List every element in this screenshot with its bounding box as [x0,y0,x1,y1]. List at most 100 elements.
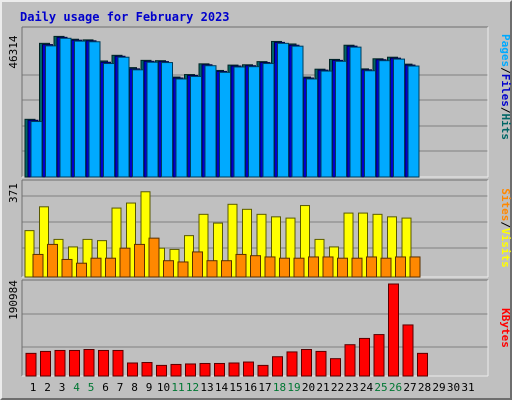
x-tick-label: 22 [331,381,344,394]
panel-2-legend: Sites/Visits [499,188,512,268]
sites-bar [76,262,87,278]
x-tick-label: 9 [146,381,153,394]
kbytes-bar [25,352,37,377]
kbytes-bar [330,358,341,377]
pages-bar [248,66,260,178]
pages-bar [219,71,231,178]
x-tick-label: 27 [403,381,416,394]
visits-bar [198,213,209,278]
pages-bar [277,42,289,178]
legend-item: / [499,107,512,114]
pages-bar [364,70,376,178]
kbytes-bar [98,349,109,377]
legend-item: / [499,221,512,228]
x-tick-label: 8 [131,381,138,394]
sites-bar [61,258,73,278]
pages-bar [117,56,130,178]
visits-bar [401,217,412,278]
sites-bar [395,256,406,278]
sites-bar [351,257,363,278]
sites-bar [221,260,232,278]
x-tick-label: 12 [186,381,199,394]
x-tick-label: 20 [302,381,315,394]
legend-item: Pages [499,34,512,67]
panel-1-legend: Pages/Files/Hits [499,34,512,140]
x-tick-label: 4 [73,381,80,394]
x-tick-label: 5 [88,381,95,394]
x-tick-label: 31 [461,381,474,394]
pages-bar [378,60,391,178]
sites-bar [337,257,348,278]
pages-bar [335,60,347,178]
pages-bar [30,121,43,178]
visits-bar [256,213,267,278]
sites-bar [250,255,261,278]
sites-bar [119,247,131,278]
legend-item: Hits [499,114,512,141]
visits-bar [227,203,238,278]
x-tick-label: 6 [102,381,109,394]
x-tick-label: 15 [229,381,242,394]
pages-bar [291,45,304,178]
x-tick-label: 14 [215,381,229,394]
sites-bar [322,256,334,278]
x-tick-label: 17 [258,381,271,394]
sites-bar [206,260,218,278]
sites-bar [366,256,377,278]
sites-bar [134,243,145,278]
x-tick-label: 24 [360,381,374,394]
pages-bar [190,75,202,178]
pages-bar [88,41,101,178]
pages-bar [262,63,275,178]
x-tick-label: 18 [273,381,286,394]
x-tick-label: 29 [432,381,445,394]
pages-bar [233,66,246,178]
x-tick-label: 16 [244,381,257,394]
legend-item: / [499,67,512,74]
kbytes-bar [272,356,283,377]
kbytes-bar [127,362,138,377]
x-tick-label: 10 [157,381,170,394]
x-tick-label: 28 [418,381,431,394]
pages-bar [393,58,405,178]
x-tick-label: 3 [59,381,66,394]
x-tick-label: 2 [44,381,51,394]
pages-bar [161,62,173,178]
kbytes-bar [141,362,153,377]
kbytes-bar [388,283,399,377]
legend-item: Files [499,74,512,107]
visits-bar [372,213,383,278]
visits-bar [285,217,296,278]
sites-bar [192,251,203,278]
kbytes-bar [170,363,182,377]
visits-bar [126,202,136,278]
sites-bar [105,257,116,278]
x-tick-label: 19 [287,381,300,394]
kbytes-bar [185,363,196,377]
pages-bar [306,78,318,178]
sites-bar [177,261,189,278]
visits-bar [271,216,281,278]
visits-bar [300,205,310,278]
pages-bar [204,65,217,178]
sites-bar [279,257,290,278]
panel-3-legend: KBytes [499,308,512,348]
sites-bar [308,256,319,278]
kbytes-bar [156,364,167,377]
sites-bar [163,260,174,278]
pages-bar [45,45,57,178]
x-tick-label: 1 [30,381,37,394]
kbytes-bar [83,349,95,377]
chart-title: Daily usage for February 2023 [20,10,230,24]
sites-bar [380,257,392,278]
kbytes-bar [228,362,240,377]
kbytes-bar [402,324,414,377]
kbytes-bar [54,349,66,377]
visits-bar [213,222,223,278]
visits-bar [387,216,397,278]
pages-bar [175,78,188,178]
kbytes-bar [286,351,298,377]
pages-bar [407,65,420,178]
x-tick-label: 25 [374,381,387,394]
